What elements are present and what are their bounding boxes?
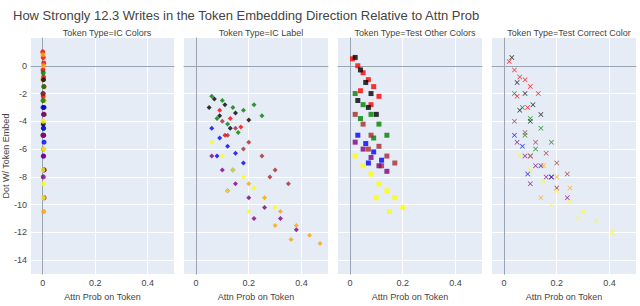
svg-text:How Strongly 12.3 Writes in th: How Strongly 12.3 Writes in the Token Em… [13, 8, 479, 23]
svg-text:0: 0 [22, 61, 27, 71]
svg-text:Token Type=IC Colors: Token Type=IC Colors [63, 28, 152, 38]
svg-text:-14: -14 [14, 255, 27, 265]
svg-text:Attn Prob on Token: Attn Prob on Token [218, 292, 294, 302]
svg-text:-6: -6 [19, 144, 27, 154]
svg-text:0.4: 0.4 [295, 278, 308, 288]
svg-text:Token Type=Test Correct Color: Token Type=Test Correct Color [507, 28, 631, 38]
svg-text:Attn Prob on Token: Attn Prob on Token [372, 292, 448, 302]
svg-text:0.2: 0.2 [550, 278, 563, 288]
svg-text:-10: -10 [14, 200, 27, 210]
svg-text:0: 0 [501, 278, 506, 288]
svg-text:-2: -2 [19, 89, 27, 99]
svg-text:0: 0 [347, 278, 352, 288]
svg-text:-12: -12 [14, 227, 27, 237]
svg-text:Token Type=Test Other Colors: Token Type=Test Other Colors [354, 28, 476, 38]
svg-text:0.2: 0.2 [89, 278, 102, 288]
svg-text:0.2: 0.2 [396, 278, 409, 288]
svg-text:Dot W/ Token Embed: Dot W/ Token Embed [1, 114, 11, 199]
svg-text:-8: -8 [19, 172, 27, 182]
svg-text:0.4: 0.4 [603, 278, 616, 288]
svg-text:Attn Prob on Token: Attn Prob on Token [64, 292, 140, 302]
svg-text:0.2: 0.2 [242, 278, 255, 288]
svg-text:Token Type=IC Label: Token Type=IC Label [219, 28, 304, 38]
svg-text:0: 0 [193, 278, 198, 288]
svg-text:Attn Prob on Token: Attn Prob on Token [526, 292, 602, 302]
svg-text:-4: -4 [19, 116, 27, 126]
svg-text:0.4: 0.4 [141, 278, 154, 288]
svg-text:0.4: 0.4 [449, 278, 462, 288]
svg-text:0: 0 [40, 278, 45, 288]
